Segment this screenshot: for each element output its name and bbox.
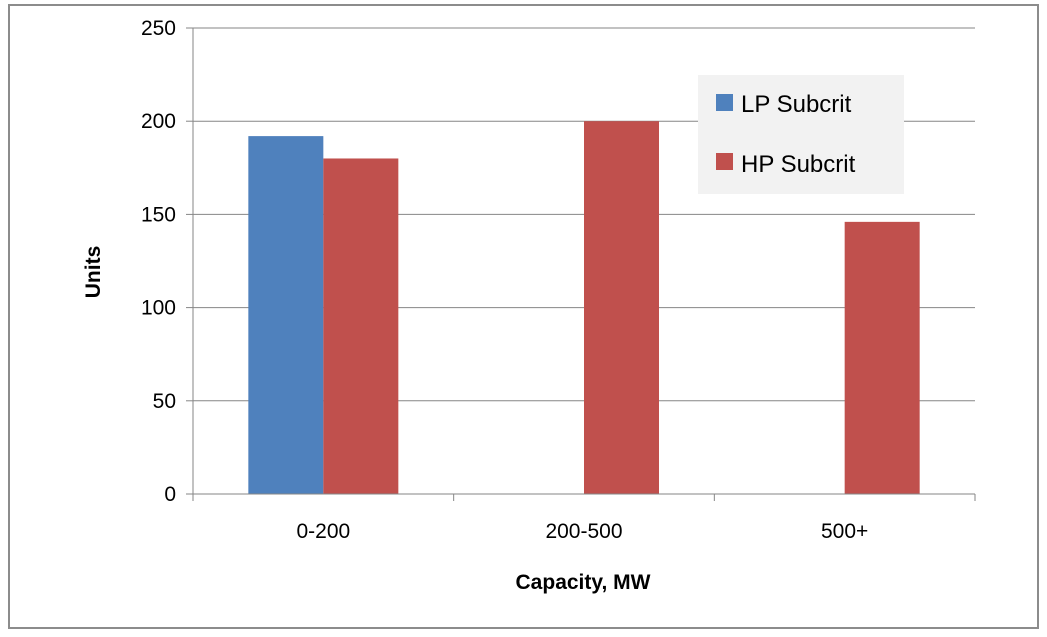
- x-tick-label: 0-200: [296, 520, 350, 543]
- bar-lp-subcrit-0-200: [248, 136, 324, 494]
- y-tick-label: 0: [164, 483, 176, 506]
- bar-hp-subcrit-200-500: [584, 121, 659, 494]
- legend-label-lp-subcrit: LP Subcrit: [741, 91, 852, 118]
- y-tick-label: 150: [141, 203, 176, 226]
- axes: [192, 28, 976, 501]
- y-tick-label: 100: [141, 297, 176, 320]
- legend: LP Subcrit HP Subcrit: [698, 75, 904, 194]
- x-tick-label: 500+: [821, 520, 868, 543]
- y-tick-label: 250: [141, 17, 176, 40]
- y-tick-label: 200: [141, 110, 176, 133]
- bars: [248, 121, 920, 495]
- y-tick-labels: 0 50 100 150 200 250: [141, 17, 176, 506]
- x-tick-label: 200-500: [545, 520, 622, 543]
- bar-hp-subcrit-0-200: [323, 158, 399, 495]
- legend-label-hp-subcrit: HP Subcrit: [741, 151, 856, 178]
- legend-swatch-lp-subcrit: [716, 94, 733, 111]
- bar-hp-subcrit-500+: [844, 221, 920, 494]
- x-tick-labels: 0-200 200-500 500+: [296, 520, 868, 543]
- legend-swatch-hp-subcrit: [716, 153, 733, 170]
- x-axis-title: Capacity, MW: [516, 571, 651, 594]
- y-tick-label: 50: [153, 390, 176, 413]
- y-axis-title: Units: [82, 246, 105, 299]
